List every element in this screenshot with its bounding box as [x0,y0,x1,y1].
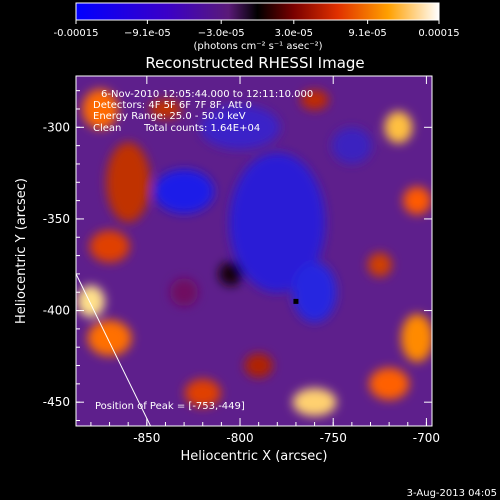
x-tick-label: -850 [133,431,160,445]
footer-date: 3-Aug-2013 04:05 [407,488,497,499]
annotation-peak-position: Position of Peak = [-753,-449] [95,401,245,412]
x-axis: -850 -800 -750 -700 [90,76,440,445]
y-axis-label: Heliocentric Y (arcsec) [14,178,29,324]
colorbar-tick-label: -0.00015 [54,28,99,39]
heatmap-image [76,76,432,426]
x-tick-label: -800 [226,431,253,445]
colorbar-tick-label: −3.0e-05 [198,28,245,39]
x-tick-label: -750 [320,431,347,445]
colorbar-gradient [75,2,440,21]
y-axis: -300 -350 -400 -450 [43,90,432,422]
colorbar-tick-label: 0.00015 [418,28,459,39]
limb-line [76,273,152,426]
plot-frame [75,75,433,427]
annotation-clean: Clean [93,123,121,134]
peak-marker [293,298,299,304]
y-tick-label: -400 [43,304,70,318]
annotation-time-range: 6-Nov-2010 12:05:44.000 to 12:11:10.000 [101,89,313,100]
colorbar-units: (photons cm⁻² s⁻¹ asec⁻²) [193,41,322,52]
colorbar: -0.00015 −9.1e-05 −3.0e-05 3.0e-05 9.1e-05 0.… [54,2,460,52]
y-tick-label: -300 [43,120,70,134]
annotation-total-counts: Total counts: 1.64E+04 [143,123,260,134]
y-tick-label: -450 [43,395,70,409]
x-tick-label: -700 [413,431,440,445]
annotation-block: 6-Nov-2010 12:05:44.000 to 12:11:10.000 … [93,89,313,412]
colorbar-tick-label: 3.0e-05 [275,28,313,39]
colorbar-ticks: -0.00015 −9.1e-05 −3.0e-05 3.0e-05 9.1e-05 0.… [54,20,460,39]
y-tick-label: -350 [43,212,70,226]
colorbar-tick-label: 9.1e-05 [348,28,386,39]
annotation-detectors: Detectors: 4F 5F 6F 7F 8F, Att 0 [93,100,252,111]
annotation-energy-range: Energy Range: 25.0 - 50.0 keV [93,111,246,122]
chart-title: Reconstructed RHESSI Image [145,54,364,72]
x-axis-label: Heliocentric X (arcsec) [181,449,328,464]
colorbar-tick-label: −9.1e-05 [124,28,171,39]
